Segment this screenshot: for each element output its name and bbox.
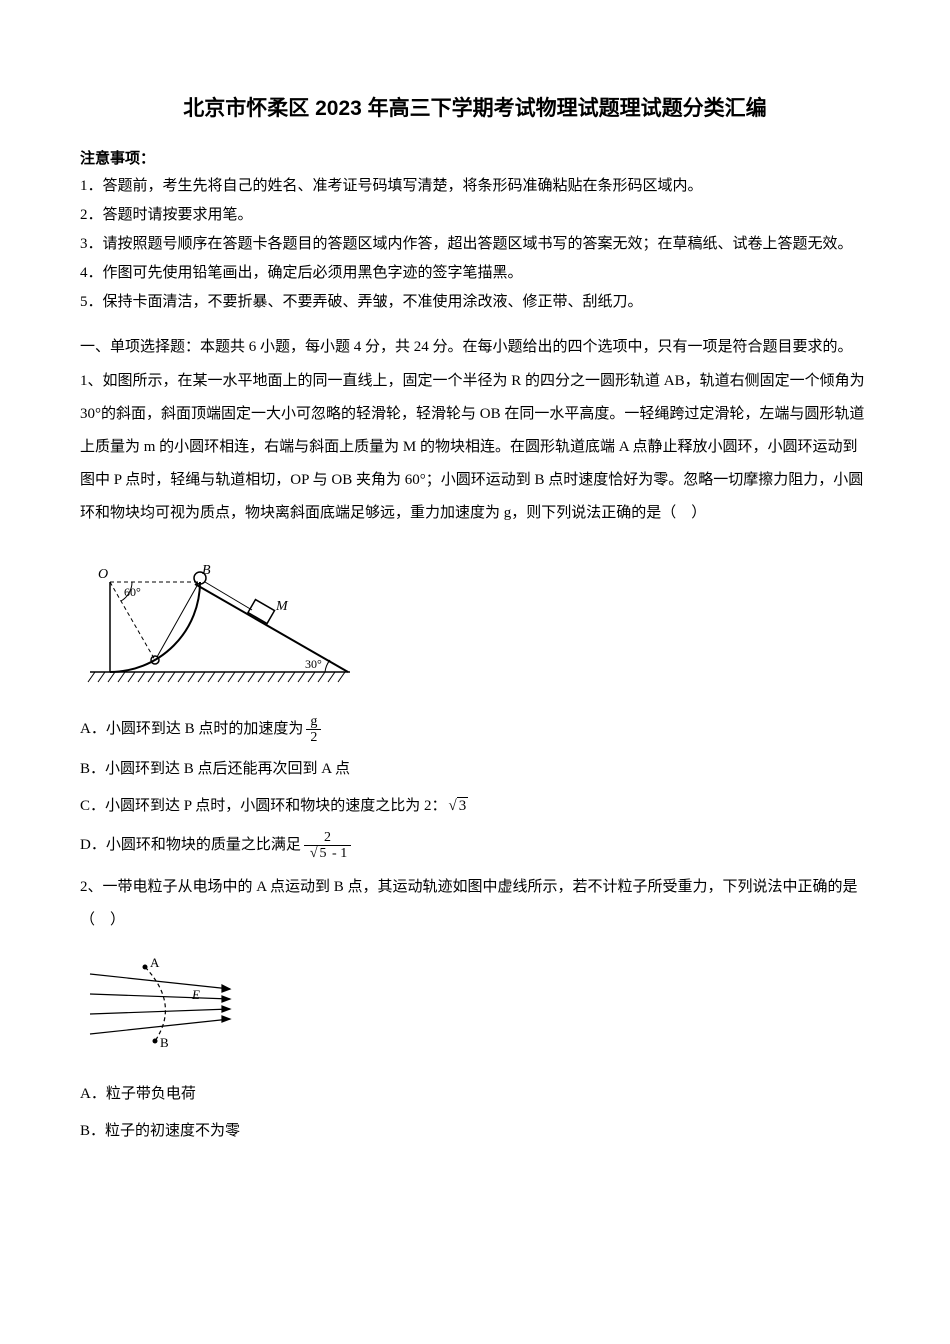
figure2-label-B: B bbox=[160, 1035, 169, 1050]
question-2: 2、一带电粒子从电场中的 A 点运动到 B 点，其运动轨迹如图中虚线所示，若不计… bbox=[80, 871, 870, 1145]
question-2-option-a: A．粒子带负电荷 bbox=[80, 1081, 870, 1108]
exam-title: 北京市怀柔区 2023 年高三下学期考试物理试题理试题分类汇编 bbox=[80, 90, 870, 128]
option-a-text: A．小圆环到达 B 点时的加速度为 bbox=[80, 716, 303, 743]
notice-item-4: 4．作图可先使用铅笔画出，确定后必须用黑色字迹的签字笔描黑。 bbox=[80, 260, 870, 287]
figure1-angle-60: 60° bbox=[124, 585, 141, 599]
question-1-figure: O 60° B M 30° bbox=[80, 542, 870, 702]
notice-item-5: 5．保持卡面清洁，不要折暴、不要弄破、弄皱，不准使用涂改液、修正带、刮纸刀。 bbox=[80, 289, 870, 316]
option-a-text: A．粒子带负电荷 bbox=[80, 1081, 196, 1108]
notice-item-2: 2．答题时请按要求用笔。 bbox=[80, 202, 870, 229]
option-a-fraction: g 2 bbox=[306, 714, 321, 746]
figure1-angle-30: 30° bbox=[305, 657, 322, 671]
option-b-text: B．小圆环到达 B 点后还能再次回到 A 点 bbox=[80, 756, 350, 783]
question-1-option-c: C．小圆环到达 P 点时，小圆环和物块的速度之比为 2： 3 bbox=[80, 793, 870, 820]
option-d-text: D．小圆环和物块的质量之比满足 bbox=[80, 832, 301, 859]
figure2-label-A: A bbox=[150, 955, 160, 970]
option-c-sqrt: 3 bbox=[447, 793, 469, 820]
question-1-option-a: A．小圆环到达 B 点时的加速度为 g 2 bbox=[80, 714, 870, 746]
question-1-option-b: B．小圆环到达 B 点后还能再次回到 A 点 bbox=[80, 756, 870, 783]
figure1-label-B: B bbox=[202, 563, 211, 578]
figure1-label-O: O bbox=[98, 567, 108, 582]
figure1-label-M: M bbox=[275, 599, 289, 614]
option-b-text: B．粒子的初速度不为零 bbox=[80, 1118, 240, 1145]
option-c-text: C．小圆环到达 P 点时，小圆环和物块的速度之比为 2： bbox=[80, 793, 447, 820]
option-d-fraction: 2 5 - 1 bbox=[304, 830, 351, 862]
notice-item-3: 3．请按照题号顺序在答题卡各题目的答题区域内作答，超出答题区域书写的答案无效；在… bbox=[80, 231, 870, 258]
question-1-text: 1、如图所示，在某一水平地面上的同一直线上，固定一个半径为 R 的四分之一圆形轨… bbox=[80, 365, 870, 530]
question-2-option-b: B．粒子的初速度不为零 bbox=[80, 1118, 870, 1145]
question-1: 1、如图所示，在某一水平地面上的同一直线上，固定一个半径为 R 的四分之一圆形轨… bbox=[80, 365, 870, 862]
question-2-text: 2、一带电粒子从电场中的 A 点运动到 B 点，其运动轨迹如图中虚线所示，若不计… bbox=[80, 871, 870, 937]
section1-instruction: 一、单项选择题：本题共 6 小题，每小题 4 分，共 24 分。在每小题给出的四… bbox=[80, 334, 870, 361]
notice-section: 注意事项： 1．答题前，考生先将自己的姓名、准考证号码填写清楚，将条形码准确粘贴… bbox=[80, 146, 870, 316]
notice-item-1: 1．答题前，考生先将自己的姓名、准考证号码填写清楚，将条形码准确粘贴在条形码区域… bbox=[80, 173, 870, 200]
figure2-label-E: E bbox=[191, 987, 200, 1002]
question-1-option-d: D．小圆环和物块的质量之比满足 2 5 - 1 bbox=[80, 830, 870, 862]
notice-label: 注意事项： bbox=[80, 146, 870, 173]
question-2-figure: A E B bbox=[80, 949, 870, 1069]
